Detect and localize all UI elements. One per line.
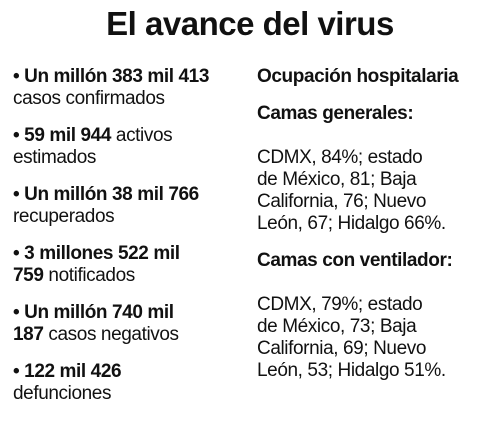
ventilator-beds-text: CDMX, 79%; estado de México, 73; Baja Ca…: [257, 294, 497, 382]
ventilator-beds-line: de México, 73; Baja: [257, 316, 417, 337]
stat-notified: • 3 millones 522 mil 759 notificados: [13, 243, 253, 287]
bullet: •: [13, 184, 20, 205]
ventilator-beds-line: CDMX, 79%; estado: [257, 294, 423, 315]
stat-label: casos negativos: [48, 324, 179, 345]
bullet: •: [13, 243, 20, 264]
stat-label-inline: activos: [115, 125, 173, 146]
bullet: •: [13, 125, 20, 146]
stat-deaths: • 122 mil 426 defunciones: [13, 361, 253, 405]
stat-label: casos confirmados: [13, 88, 165, 109]
stats-list: • Un millón 383 mil 413 casos confirmado…: [13, 66, 253, 420]
ventilator-beds-title: Camas con ventilador:: [257, 250, 453, 271]
hospital-heading: Ocupación hospitalaria: [257, 66, 459, 87]
stat-value-continued: 187: [13, 324, 44, 345]
stat-active: • 59 mil 944 activos estimados: [13, 125, 253, 169]
stat-value: Un millón 740 mil: [24, 302, 174, 323]
stat-value-continued: 759: [13, 265, 44, 286]
stat-label: notificados: [48, 265, 135, 286]
stat-value: 122 mil 426: [24, 361, 122, 382]
bullet: •: [13, 66, 20, 87]
general-beds-line: León, 67; Hidalgo 66%.: [257, 213, 446, 234]
stat-negative: • Un millón 740 mil 187 casos negativos: [13, 302, 253, 346]
general-beds-title: Camas generales:: [257, 103, 414, 124]
stat-confirmed: • Un millón 383 mil 413 casos confirmado…: [13, 66, 253, 110]
bullet: •: [13, 302, 20, 323]
stat-value: Un millón 383 mil 413: [24, 66, 209, 87]
hospital-occupancy: Ocupación hospitalaria Camas generales: …: [257, 66, 497, 382]
stat-label: defunciones: [13, 383, 112, 404]
ventilator-beds-line: California, 69; Nuevo: [257, 338, 427, 359]
general-beds-line: CDMX, 84%; estado: [257, 147, 423, 168]
general-beds-text: CDMX, 84%; estado de México, 81; Baja Ca…: [257, 147, 497, 235]
general-beds-line: de México, 81; Baja: [257, 169, 417, 190]
general-beds-line: California, 76; Nuevo: [257, 191, 427, 212]
page-title: El avance del virus: [106, 5, 394, 42]
stat-value: 59 mil 944: [24, 125, 112, 146]
stat-value: Un millón 38 mil 766: [24, 184, 199, 205]
stat-label: estimados: [13, 147, 96, 168]
stat-label: recuperados: [13, 206, 115, 227]
stat-value: 3 millones 522 mil: [24, 243, 180, 264]
ventilator-beds-line: León, 53; Hidalgo 51%.: [257, 360, 446, 381]
stat-recovered: • Un millón 38 mil 766 recuperados: [13, 184, 253, 228]
bullet: •: [13, 361, 20, 382]
